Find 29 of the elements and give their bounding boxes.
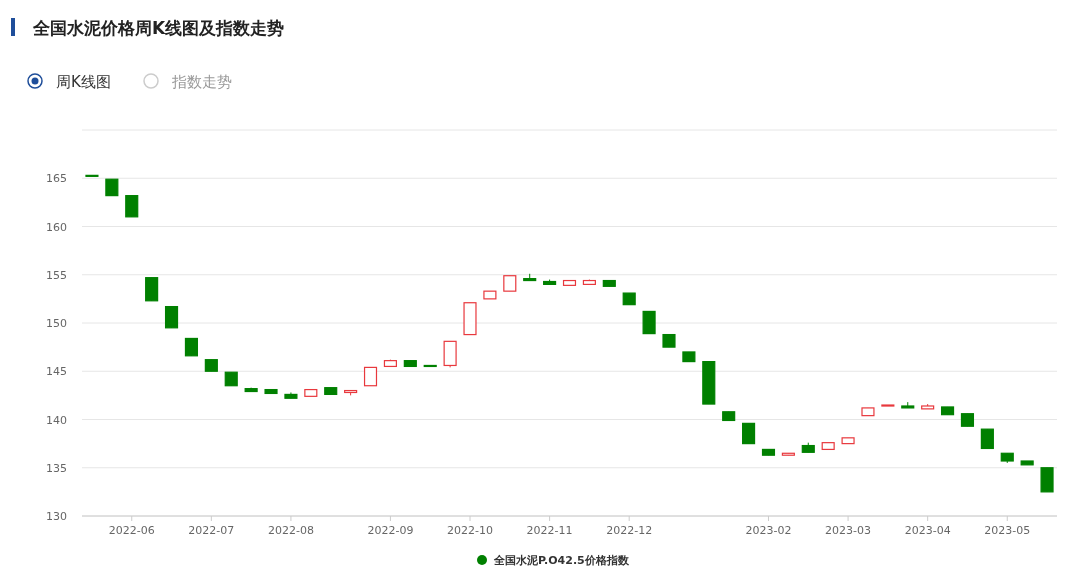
y-tick-label: 145: [46, 365, 67, 379]
y-tick-label: 130: [46, 510, 67, 523]
candlestick: [363, 366, 378, 387]
y-tick-label: 150: [46, 317, 67, 330]
y-tick-label: 140: [46, 413, 67, 427]
y-tick-label: 135: [46, 461, 67, 475]
x-tick-label: 2023-05: [984, 524, 1031, 537]
x-tick-label: 2023-04: [904, 524, 951, 537]
candlestick: [980, 428, 994, 450]
candlestick: [125, 195, 139, 218]
text: 指数走势: [171, 73, 232, 91]
x-tick-label: 2022-08: [267, 524, 314, 537]
candlestick: [164, 306, 179, 329]
x-tick-label: 2022-12: [606, 524, 653, 537]
y-tick-label: 155: [46, 268, 67, 282]
x-tick-label: 2023-02: [745, 524, 792, 537]
x-tick-label: 2022-06: [108, 524, 155, 537]
x-tick-label: 2022-09: [367, 524, 414, 537]
text: 周K线图: [56, 73, 111, 91]
chart-title: 全国水泥价格周K线图及指数走势: [32, 18, 285, 38]
x-tick-label: 2022-07: [188, 524, 235, 537]
y-tick-label: 165: [46, 172, 67, 186]
candlestick: [742, 422, 756, 445]
candlestick: [145, 277, 159, 302]
x-tick-label: 2023-03: [825, 524, 872, 537]
y-tick-label: 160: [46, 220, 67, 234]
x-tick-label: 2022-10: [447, 524, 493, 537]
x-tick-label: 2022-11: [526, 524, 573, 537]
candlestick: [642, 310, 656, 335]
